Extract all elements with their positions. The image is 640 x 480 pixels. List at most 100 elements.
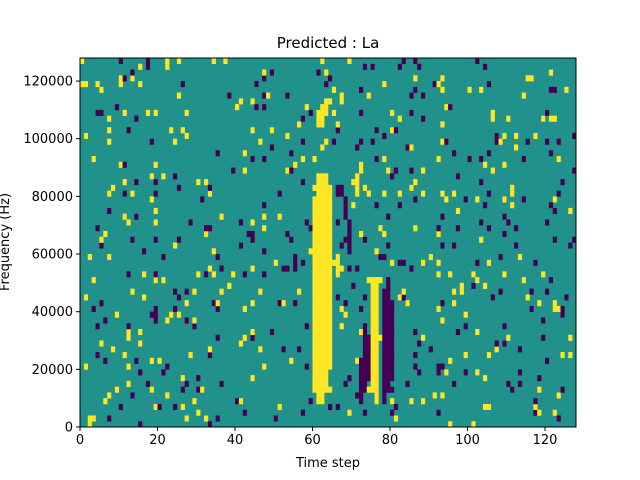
heatmap-cell <box>347 375 351 381</box>
heatmap-cell <box>328 312 332 318</box>
heatmap-cell <box>491 294 495 300</box>
heatmap-cell <box>413 364 417 370</box>
heatmap-cell <box>495 139 499 145</box>
heatmap-cell <box>421 93 425 99</box>
heatmap-cell <box>320 375 324 381</box>
heatmap-cell <box>324 219 328 225</box>
heatmap-cell <box>359 110 363 116</box>
heatmap-cell <box>313 289 317 295</box>
heatmap-cell <box>328 75 332 81</box>
heatmap-cell <box>363 346 367 352</box>
heatmap-cell <box>557 392 561 398</box>
heatmap-cell <box>165 364 169 370</box>
heatmap-cell <box>502 133 506 139</box>
heatmap-cell <box>251 375 255 381</box>
heatmap-cell <box>545 110 549 116</box>
heatmap-cell <box>313 294 317 300</box>
heatmap-cell <box>235 104 239 110</box>
heatmap-cell <box>146 58 150 64</box>
heatmap-cell <box>324 266 328 272</box>
heatmap-cell <box>351 179 355 185</box>
heatmap-cell <box>150 387 154 393</box>
heatmap-cell <box>278 300 282 306</box>
heatmap-cell <box>254 104 258 110</box>
heatmap-cell <box>150 312 154 318</box>
heatmap-cell <box>328 387 332 393</box>
heatmap-cell <box>289 358 293 364</box>
heatmap-cell <box>328 271 332 277</box>
heatmap-cell <box>316 283 320 289</box>
heatmap-cell <box>514 144 518 150</box>
heatmap-cell <box>177 185 181 191</box>
heatmap-cell <box>359 168 363 174</box>
y-tick-label: 60000 <box>32 248 73 263</box>
heatmap-cell <box>390 341 394 347</box>
heatmap-cell <box>165 392 169 398</box>
heatmap-cell <box>386 375 390 381</box>
heatmap-cell <box>359 87 363 93</box>
heatmap-cell <box>328 191 332 197</box>
heatmap-cell <box>456 225 460 231</box>
heatmap-cell <box>537 410 541 416</box>
heatmap-cell <box>499 139 503 145</box>
heatmap-cell <box>332 260 336 266</box>
heatmap-cell <box>506 335 510 341</box>
heatmap-cell <box>375 312 379 318</box>
heatmap-cell <box>328 219 332 225</box>
heatmap-cell <box>320 185 324 191</box>
heatmap-cell <box>316 352 320 358</box>
heatmap-cell <box>313 208 317 214</box>
heatmap-cell <box>355 144 359 150</box>
heatmap-cell <box>518 369 522 375</box>
heatmap-cell <box>313 381 317 387</box>
heatmap-cell <box>320 352 324 358</box>
heatmap-cell <box>301 156 305 162</box>
heatmap-cell <box>375 381 379 387</box>
heatmap-cell <box>328 329 332 335</box>
heatmap-cell <box>440 191 444 197</box>
heatmap-cell <box>363 369 367 375</box>
heatmap-cell <box>293 254 297 260</box>
heatmap-cell <box>557 415 561 421</box>
heatmap-cell <box>375 289 379 295</box>
heatmap-cell <box>409 185 413 191</box>
heatmap-cell <box>313 248 317 254</box>
heatmap-cell <box>313 364 317 370</box>
heatmap-cell <box>119 81 123 87</box>
y-axis-label: Frequency (Hz) <box>0 193 13 291</box>
heatmap-cell <box>88 415 92 421</box>
heatmap-cell <box>96 225 100 231</box>
heatmap-cell <box>324 231 328 237</box>
heatmap-cell <box>421 260 425 266</box>
heatmap-cell <box>313 329 317 335</box>
heatmap-cell <box>487 191 491 197</box>
heatmap-cell <box>336 127 340 133</box>
heatmap-cell <box>301 116 305 122</box>
heatmap-cell <box>479 179 483 185</box>
heatmap-cell <box>336 294 340 300</box>
heatmap-cell <box>154 162 158 168</box>
heatmap-cell <box>479 156 483 162</box>
heatmap-cell <box>355 358 359 364</box>
heatmap-cell <box>316 179 320 185</box>
heatmap-cell <box>324 387 328 393</box>
heatmap-cell <box>557 139 561 145</box>
heatmap-cell <box>437 260 441 266</box>
heatmap-cell <box>452 243 456 249</box>
heatmap-cell <box>375 306 379 312</box>
heatmap-cell <box>340 243 344 249</box>
heatmap-cell <box>371 64 375 70</box>
heatmap-cell <box>378 225 382 231</box>
heatmap-cell <box>324 98 328 104</box>
heatmap-cell <box>355 179 359 185</box>
heatmap-cell <box>239 341 243 347</box>
heatmap-cell <box>316 364 320 370</box>
heatmap-cell <box>313 271 317 277</box>
heatmap-cell <box>382 346 386 352</box>
heatmap-cell <box>386 329 390 335</box>
heatmap-cell <box>320 277 324 283</box>
heatmap-cell <box>324 352 328 358</box>
heatmap-cell <box>313 306 317 312</box>
heatmap-cell <box>394 168 398 174</box>
heatmap-cell <box>375 317 379 323</box>
